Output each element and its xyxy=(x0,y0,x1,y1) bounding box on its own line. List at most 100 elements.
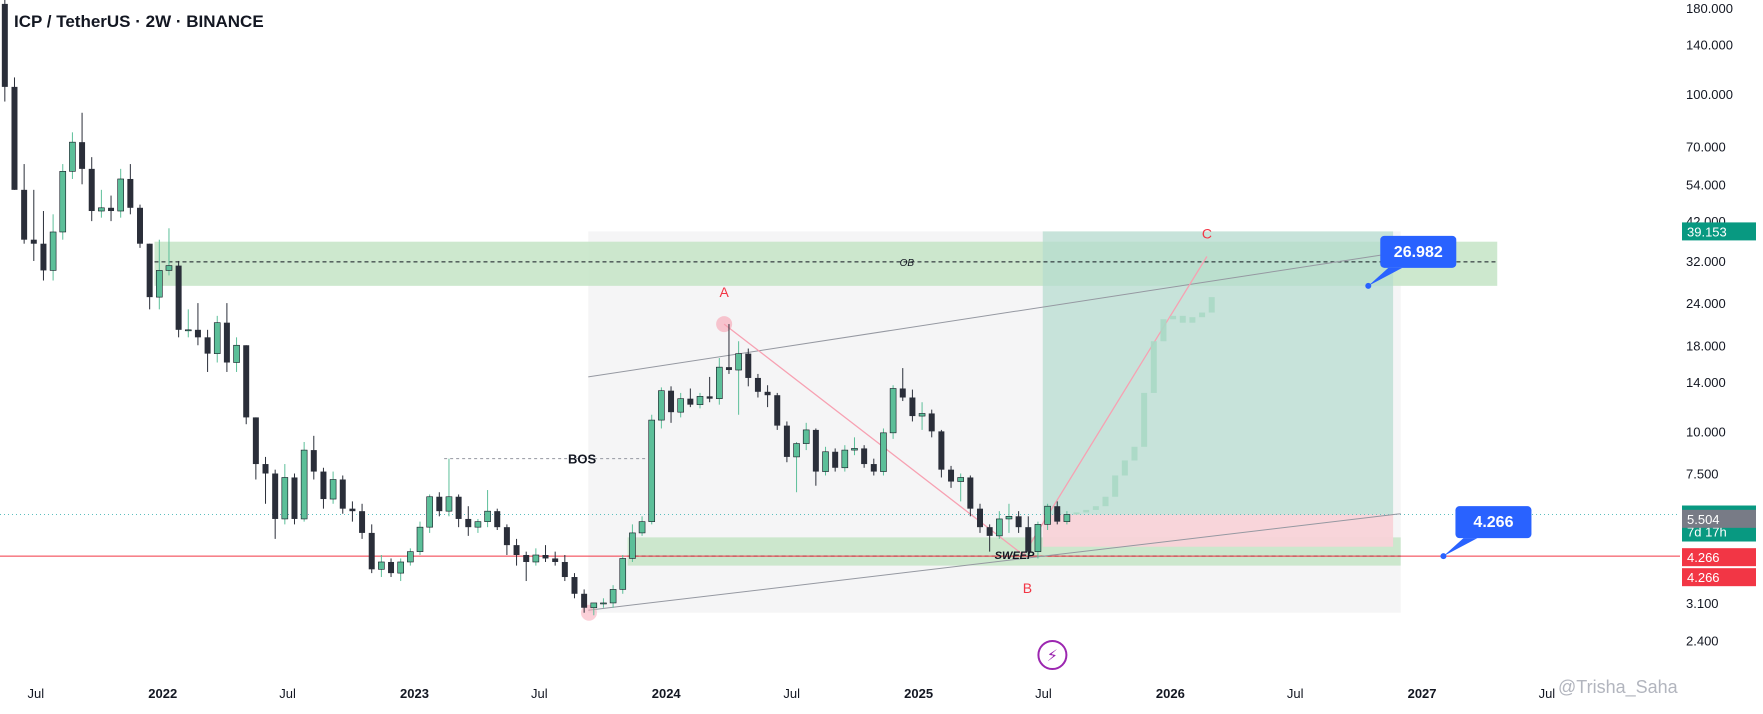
candle xyxy=(793,441,800,493)
candle xyxy=(552,551,559,566)
time-axis-tick-label: Jul xyxy=(531,686,548,701)
candle xyxy=(465,506,472,536)
candle-body xyxy=(812,429,819,472)
candle xyxy=(687,388,694,408)
projection-candle xyxy=(1112,475,1119,497)
candle xyxy=(416,521,424,556)
candle xyxy=(79,112,86,185)
candle xyxy=(233,337,240,372)
candle-body xyxy=(552,558,559,562)
candle-body xyxy=(194,329,201,338)
candle xyxy=(609,585,617,608)
candle-body xyxy=(407,551,414,563)
time-axis-tick-label: 2024 xyxy=(652,686,682,701)
candle-body xyxy=(378,561,385,570)
target-price-callout-anchor xyxy=(1365,282,1372,289)
candle-body xyxy=(1005,516,1013,520)
candle xyxy=(571,573,578,599)
candle xyxy=(503,524,510,556)
candle-body xyxy=(668,390,675,413)
candle xyxy=(291,473,298,525)
price-axis-tick-label: 180.000 xyxy=(1686,1,1733,16)
candle-body xyxy=(329,479,337,500)
price-axis-tick-label: 54.000 xyxy=(1686,177,1726,192)
candle xyxy=(967,475,974,517)
candle xyxy=(513,538,520,566)
candle-body xyxy=(783,425,790,457)
candle xyxy=(581,589,588,613)
candle xyxy=(252,417,259,480)
candle xyxy=(822,446,829,476)
projection-candle xyxy=(1189,317,1196,323)
stop-price-callout xyxy=(1455,506,1532,539)
candle-body xyxy=(146,243,153,298)
candle xyxy=(832,448,839,472)
price-badge xyxy=(1682,222,1756,241)
candle xyxy=(909,389,916,422)
candle xyxy=(455,494,462,528)
price-badge xyxy=(1682,509,1756,528)
price-badge-label: 4.266 xyxy=(1687,570,1720,585)
time-axis-tick-label: 2025 xyxy=(904,686,933,701)
candle xyxy=(841,445,849,472)
candle-body xyxy=(156,270,163,298)
candle-body xyxy=(484,510,491,522)
candle xyxy=(668,386,675,423)
price-axis-tick-label: 7.500 xyxy=(1686,467,1719,482)
projection-candle xyxy=(1083,509,1090,513)
pattern-point-c-label: C xyxy=(1202,225,1212,241)
candle xyxy=(600,598,607,608)
candle xyxy=(349,501,356,522)
candle-body xyxy=(793,443,800,458)
candle-body xyxy=(986,527,993,536)
candle-body xyxy=(494,511,501,528)
candle-body xyxy=(455,496,462,519)
candle xyxy=(754,373,761,398)
projection-candle xyxy=(1102,496,1109,507)
candle-body xyxy=(561,561,568,578)
candle xyxy=(880,428,887,476)
candle xyxy=(1025,516,1032,556)
candle-body xyxy=(581,593,588,608)
candle-body xyxy=(436,496,443,512)
target-price-callout-value: 26.982 xyxy=(1394,244,1443,261)
candle xyxy=(388,558,395,578)
candle-body xyxy=(368,532,375,570)
candle xyxy=(996,511,1003,539)
projection-candle xyxy=(1141,392,1148,447)
pattern-point-a-marker xyxy=(716,316,733,333)
price-axis-panel xyxy=(1680,0,1763,714)
candle xyxy=(745,348,752,387)
candle xyxy=(870,458,877,476)
candle xyxy=(619,555,627,594)
candle xyxy=(137,204,143,248)
candle xyxy=(1034,521,1042,559)
target-price-callout-pointer xyxy=(1368,267,1403,286)
candle xyxy=(861,445,868,468)
candle xyxy=(98,189,105,218)
candle-body xyxy=(638,521,646,534)
price-badge-label: 39.153 xyxy=(1687,224,1727,239)
author-watermark: @Trisha_Saha xyxy=(1558,677,1678,697)
price-axis-tick-label: 32.000 xyxy=(1686,254,1726,269)
candle-body xyxy=(388,561,395,574)
candle xyxy=(445,458,453,517)
time-axis-tick-label: 2023 xyxy=(400,686,429,701)
channel-upper-line xyxy=(588,251,1401,378)
candle xyxy=(561,555,568,582)
candle xyxy=(310,435,317,480)
price-badge-label: 5.504 xyxy=(1687,512,1720,527)
candle-body xyxy=(281,477,289,520)
price-badge xyxy=(1682,568,1756,587)
candle-body xyxy=(204,337,211,354)
projection-candle xyxy=(1179,315,1186,323)
candle-body xyxy=(658,390,665,421)
candle-body xyxy=(1044,505,1051,525)
candle-body xyxy=(861,448,868,465)
candle-body xyxy=(996,518,1003,537)
candle-body xyxy=(928,413,935,432)
candle xyxy=(783,421,790,463)
candle xyxy=(1,0,8,102)
candle-body xyxy=(416,526,424,552)
